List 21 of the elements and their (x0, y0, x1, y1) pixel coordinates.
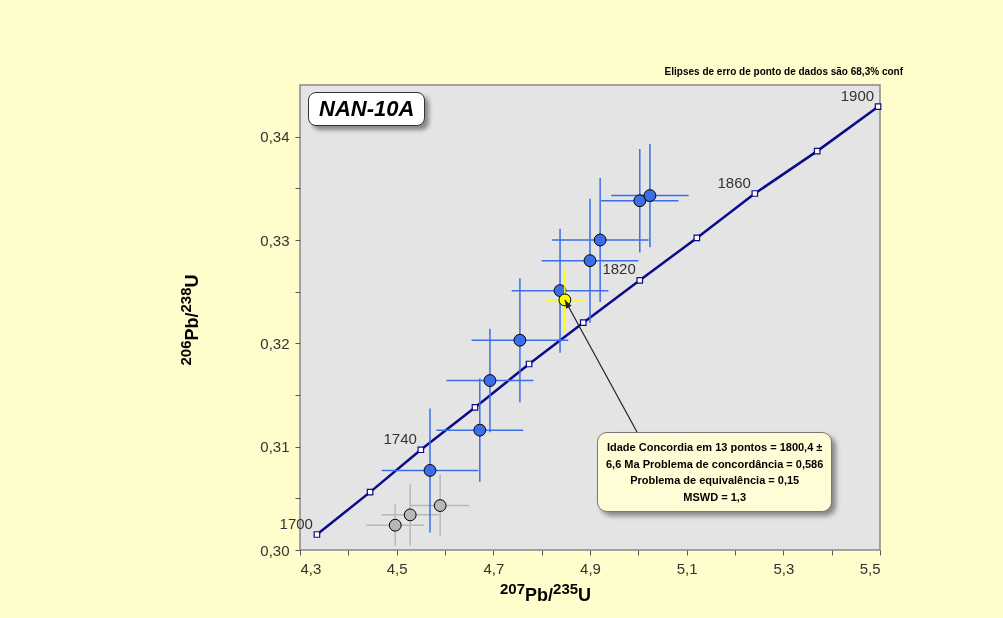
text: NAN-10A (308, 92, 426, 126)
x-tick-label: 4,3 (300, 559, 322, 577)
x-tick-label: 5,1 (676, 559, 698, 577)
x-tick-label: 4,7 (483, 559, 505, 577)
y-tick-label: 0,31 (260, 438, 290, 456)
y-tick-label: 0,30 (260, 541, 290, 559)
text: Elipses de erro de ponto de dados são 68,3% conf (664, 66, 903, 77)
y-tick-label: 0,34 (260, 128, 290, 146)
annotation: Idade Concordia em 13 pontos = 1800,4 ± 6,6 Ma Problema de concordância = 0,586 Problema de equivalência = 0,15 MSWD = 1,3 (597, 432, 833, 512)
y-tick-label: 0,33 (260, 231, 290, 249)
x-tick-label: 4,5 (386, 559, 408, 577)
annotation: 1860 (717, 173, 751, 191)
x-tick-label: 5,5 (859, 559, 881, 577)
annotation: 1900 (840, 86, 875, 104)
annotation: 1740 (383, 429, 417, 447)
annotation: 1700 (279, 514, 313, 532)
x-axis-title: $^{207}$Pb/$^{235}$U (500, 580, 592, 606)
annotation: 1820 (602, 260, 636, 278)
x-tick-label: 5,3 (773, 559, 795, 577)
x-tick-label: 4,9 (580, 559, 601, 577)
y-tick-label: 0,32 (260, 334, 290, 352)
